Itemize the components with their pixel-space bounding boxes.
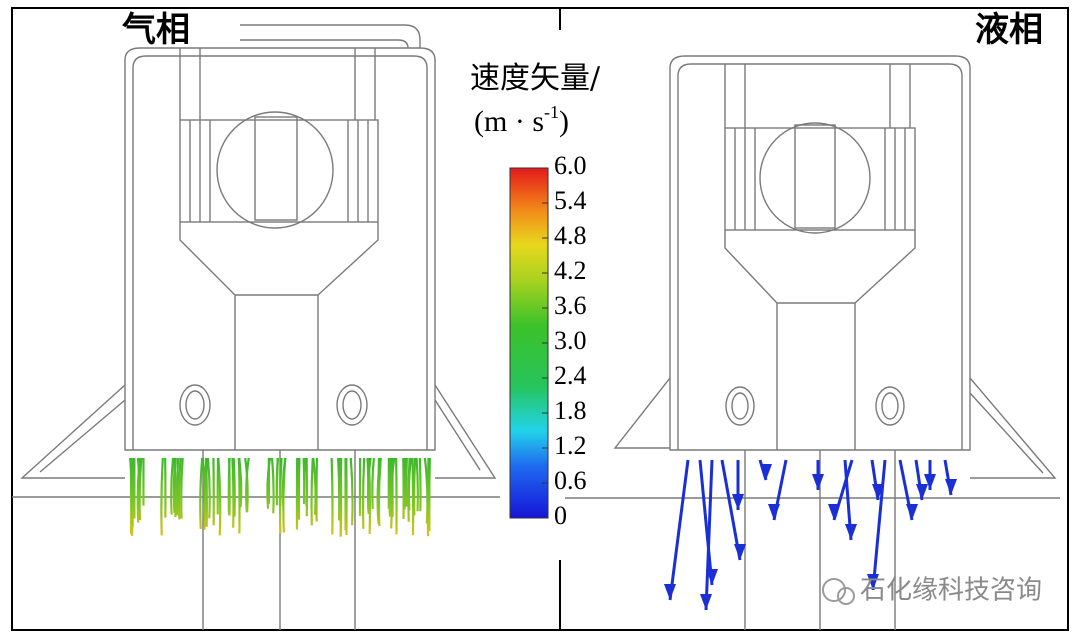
colorbar	[509, 167, 549, 519]
tick-label: 0	[554, 501, 567, 530]
tick-label: 4.8	[554, 221, 587, 250]
gas-streak	[349, 457, 354, 526]
liquid-arrow-head	[828, 504, 840, 520]
liquid-arrow	[668, 459, 690, 601]
liquid-arrow-head	[734, 544, 746, 560]
gas-streak	[413, 457, 417, 516]
liquid-arrow-head	[924, 474, 936, 490]
gas-streak	[245, 457, 250, 513]
furnace-left	[12, 24, 500, 630]
gas-streak	[302, 457, 306, 505]
gas-streak	[279, 457, 282, 507]
tick-label: 5.4	[554, 186, 587, 215]
liquid-arrow-head	[732, 494, 744, 510]
colorbar-ticks: 6.0 5.4 4.8 4.2 3.6 3.0 2.4 1.8 1.2 0.6 0	[542, 151, 587, 530]
unit-exponent: -1	[544, 102, 559, 122]
gas-streak	[411, 457, 415, 536]
gas-streak	[231, 457, 235, 528]
gas-streak	[238, 457, 242, 508]
tick-label: 0.6	[554, 466, 587, 495]
liquid-vectors	[664, 459, 957, 611]
panel-label: 液相	[975, 10, 1043, 50]
tick-label: 4.2	[554, 256, 587, 285]
tick-label: 6.0	[554, 151, 587, 180]
gas-streak	[217, 457, 222, 536]
gas-streak	[177, 457, 182, 520]
gas-streak	[405, 457, 408, 507]
gas-streak	[423, 457, 429, 524]
gas-streak	[275, 457, 279, 506]
liquid-arrow	[871, 459, 887, 591]
tick-label: 1.8	[554, 396, 587, 425]
liquid-arrow-head	[916, 484, 928, 500]
gas-streak	[310, 457, 314, 526]
liquid-arrow-head	[760, 464, 772, 480]
gas-streak	[296, 457, 300, 506]
gas-streak	[266, 457, 272, 509]
gas-streak	[312, 457, 317, 515]
liquid-arrow-head	[906, 504, 918, 520]
gas-streak	[407, 457, 412, 511]
liquid-arrow	[704, 459, 714, 611]
liquid-arrow-head	[945, 479, 957, 495]
unit-suffix: )	[559, 105, 569, 138]
liquid-arrow	[698, 459, 714, 586]
gas-streak	[199, 457, 204, 530]
gas-streak	[206, 457, 211, 519]
watermark: 石化缘科技咨询	[822, 576, 1042, 606]
gas-streak	[170, 457, 175, 515]
gas-streak	[366, 457, 370, 510]
liquid-arrow-head	[664, 584, 676, 600]
tick-label: 2.4	[554, 361, 587, 390]
watermark-text: 石化缘科技咨询	[860, 576, 1042, 606]
watermark-icon	[837, 587, 855, 605]
panel-label: 气相	[121, 10, 190, 50]
liquid-arrow-head	[768, 504, 780, 520]
frame	[11, 7, 1069, 631]
gas-streak	[176, 457, 180, 516]
liquid-arrow-head	[867, 574, 879, 590]
tick-label: 1.2	[554, 431, 587, 460]
liquid-arrow-head	[700, 594, 712, 610]
gas-streak	[160, 457, 164, 536]
gas-streak	[361, 457, 366, 529]
gas-streak	[282, 457, 287, 533]
liquid-arrow-head	[706, 569, 718, 585]
gas-streak	[330, 457, 334, 535]
colorbar-title: 速度矢量/	[470, 61, 601, 96]
gas-streak	[371, 457, 375, 509]
liquid-arrow-head	[812, 474, 824, 490]
gas-streak	[339, 457, 343, 526]
gas-streak	[172, 457, 177, 508]
watermark-icon	[822, 578, 846, 602]
colorbar-unit: (m · s-1)	[474, 102, 569, 138]
gas-streak	[201, 457, 206, 530]
gas-streak	[418, 457, 422, 512]
liquid-arrow-head	[845, 524, 857, 540]
gas-streak	[232, 457, 236, 517]
gas-streak	[388, 457, 393, 529]
liquid-arrow	[720, 459, 742, 561]
gas-streak	[415, 457, 419, 512]
gas-streak	[180, 457, 184, 519]
gas-streak	[270, 457, 275, 514]
gas-streak	[130, 457, 136, 519]
furnace-right	[565, 55, 1060, 630]
tick-label: 3.6	[554, 291, 587, 320]
unit-prefix: (m · s	[474, 105, 544, 138]
gas-streak	[388, 457, 394, 517]
gas-streak	[138, 457, 143, 521]
gas-streak	[129, 457, 134, 536]
gas-streak	[377, 457, 381, 524]
tick-label: 3.0	[554, 326, 587, 355]
gas-vectors	[129, 457, 431, 537]
